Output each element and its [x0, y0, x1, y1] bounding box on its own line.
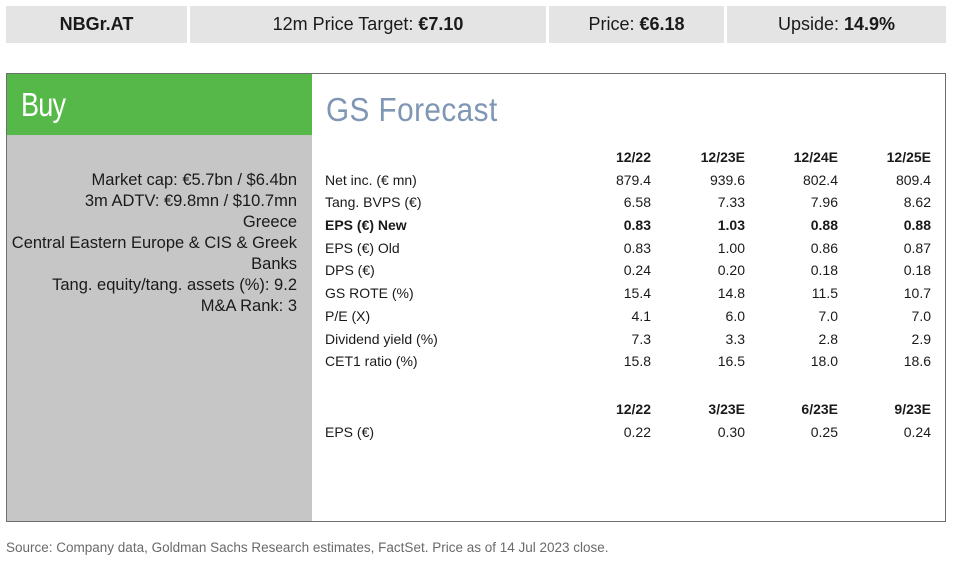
quarterly-eps-table: 12/22 3/23E 6/23E 9/23E EPS (€) 0.22 0.30 0.25 0… — [325, 398, 931, 443]
table-cell: 14.8 — [717, 285, 745, 302]
price-label: Price: — [588, 14, 640, 34]
table-cell: 0.22 — [623, 423, 651, 440]
stat-market-cap: Market cap: €5.7bn / $6.4bn — [91, 171, 297, 189]
price-cell: Price: €6.18 — [549, 6, 724, 43]
table-row: EPS (€) 0.22 0.30 0.25 0.24 — [325, 421, 931, 444]
table-cell: 3.3 — [725, 330, 745, 347]
table-cell: 0.18 — [810, 262, 838, 279]
table-cell: 8.62 — [903, 194, 931, 211]
row-label: DPS (€) — [325, 262, 375, 279]
row-label: EPS (€) New — [325, 217, 407, 234]
row-label: CET1 ratio (%) — [325, 353, 418, 370]
rating-text: Buy — [21, 86, 66, 123]
stat-coverage: Central Eastern Europe & CIS & Greek Ban… — [11, 234, 297, 273]
table-header-row: 12/22 3/23E 6/23E 9/23E — [325, 398, 931, 421]
table-cell: 0.25 — [810, 423, 838, 440]
column-header: 12/22 — [615, 401, 651, 417]
table-cell: 6.58 — [623, 194, 651, 211]
table-cell: 809.4 — [895, 171, 931, 188]
stat-country: Greece — [242, 213, 297, 231]
table-cell: 18.6 — [903, 353, 931, 370]
table-cell: 10.7 — [903, 285, 931, 302]
stat-ma-rank: M&A Rank: 3 — [200, 297, 297, 315]
price-value: €6.18 — [639, 14, 685, 34]
table-cell: 0.24 — [903, 423, 931, 440]
table-cell: 6.0 — [725, 307, 745, 324]
table-cell: 7.33 — [717, 194, 745, 211]
price-target-label: 12m Price Target: — [272, 14, 419, 34]
column-header: 12/24E — [793, 149, 838, 165]
table-row: CET1 ratio (%) 15.8 16.5 18.0 18.6 — [325, 350, 931, 373]
row-label: Dividend yield (%) — [325, 330, 438, 347]
forecast-panel: Buy Market cap: €5.7bn / $6.4bn 3m ADTV:… — [6, 73, 946, 522]
table-cell: 0.18 — [903, 262, 931, 279]
summary-column: Buy Market cap: €5.7bn / $6.4bn 3m ADTV:… — [7, 74, 312, 521]
table-cell: 0.20 — [717, 262, 745, 279]
table-cell: 802.4 — [802, 171, 838, 188]
stat-adtv: 3m ADTV: €9.8mn / $10.7mn — [84, 192, 297, 210]
column-header: 9/23E — [894, 401, 931, 417]
table-cell: 18.0 — [810, 353, 838, 370]
source-note: Source: Company data, Goldman Sachs Rese… — [6, 540, 609, 555]
table-cell: 0.86 — [810, 239, 838, 256]
row-label: GS ROTE (%) — [325, 285, 414, 302]
table-cell: 0.88 — [903, 217, 931, 234]
table-cell: 7.0 — [818, 307, 838, 324]
table-cell: 0.83 — [623, 217, 651, 234]
table-cell: 16.5 — [717, 353, 745, 370]
upside-value: 14.9% — [844, 14, 896, 34]
table-row: DPS (€) 0.24 0.20 0.18 0.18 — [325, 259, 931, 282]
forecast-title: GS Forecast — [326, 91, 498, 128]
column-header: 12/23E — [700, 149, 745, 165]
row-label: P/E (X) — [325, 307, 371, 324]
table-cell: 879.4 — [615, 171, 651, 188]
table-cell: 7.0 — [911, 307, 931, 324]
table-cell: 11.5 — [811, 285, 838, 302]
table-cell: 4.1 — [631, 307, 651, 324]
table-row: Tang. BVPS (€) 6.58 7.33 7.96 8.62 — [325, 191, 931, 214]
price-target-cell: 12m Price Target: €7.10 — [190, 6, 546, 43]
column-header: 6/23E — [801, 401, 838, 417]
table-header-row: 12/22 12/23E 12/24E 12/25E — [325, 146, 931, 169]
company-stats: Market cap: €5.7bn / $6.4bn 3m ADTV: €9.… — [7, 170, 297, 317]
table-cell: 0.88 — [810, 217, 838, 234]
table-row: Dividend yield (%) 7.3 3.3 2.8 2.9 — [325, 328, 931, 351]
table-cell: 939.6 — [709, 171, 745, 188]
rating-badge: Buy — [7, 74, 312, 135]
table-cell: 2.8 — [818, 330, 838, 347]
table-cell: 2.9 — [911, 330, 931, 347]
column-header: 12/25E — [886, 149, 931, 165]
table-cell: 1.00 — [717, 239, 745, 256]
row-label: EPS (€) — [325, 423, 375, 440]
row-label: EPS (€) Old — [325, 239, 400, 256]
table-cell: 7.96 — [810, 194, 838, 211]
table-row: EPS (€) New 0.83 1.03 0.88 0.88 — [325, 214, 931, 237]
ticker-cell: NBGr.AT — [6, 6, 187, 43]
row-label: Net inc. (€ mn) — [325, 171, 417, 188]
stat-tang-equity: Tang. equity/tang. assets (%): 9.2 — [52, 276, 297, 294]
row-label: Tang. BVPS (€) — [325, 194, 422, 211]
table-cell: 0.24 — [623, 262, 651, 279]
annual-forecast-table: 12/22 12/23E 12/24E 12/25E Net inc. (€ mn) 87… — [325, 146, 931, 373]
ticker: NBGr.AT — [59, 14, 134, 34]
table-row: EPS (€) Old 0.83 1.00 0.86 0.87 — [325, 237, 931, 260]
table-cell: 0.30 — [717, 423, 745, 440]
price-target-value: €7.10 — [418, 14, 464, 34]
table-row: Net inc. (€ mn) 879.4 939.6 802.4 809.4 — [325, 169, 931, 192]
table-cell: 15.8 — [623, 353, 651, 370]
upside-cell: Upside: 14.9% — [727, 6, 946, 43]
table-cell: 7.3 — [631, 330, 651, 347]
table-row: P/E (X) 4.1 6.0 7.0 7.0 — [325, 305, 931, 328]
column-header: 3/23E — [708, 401, 745, 417]
table-cell: 0.87 — [903, 239, 931, 256]
table-cell: 15.4 — [623, 285, 651, 302]
table-row: GS ROTE (%) 15.4 14.8 11.5 10.7 — [325, 282, 931, 305]
table-cell: 0.83 — [623, 239, 651, 256]
upside-label: Upside: — [777, 14, 844, 34]
header-strip: NBGr.AT 12m Price Target: €7.10 Price: €… — [6, 6, 946, 43]
column-header: 12/22 — [615, 149, 651, 165]
table-cell: 1.03 — [717, 217, 745, 234]
